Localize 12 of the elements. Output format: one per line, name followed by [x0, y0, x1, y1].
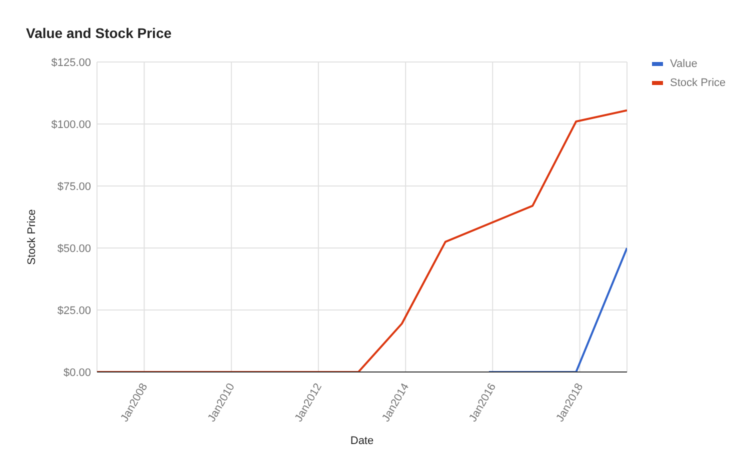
legend-label: Value [670, 58, 698, 70]
y-tick-label: $125.00 [51, 56, 91, 69]
legend-label: Stock Price [670, 76, 726, 88]
y-tick-label: $75.00 [57, 180, 91, 193]
y-tick-label: $25.00 [57, 304, 91, 317]
chart-title: Value and Stock Price [26, 25, 172, 41]
line-series [97, 109, 627, 372]
y-tick-label: $50.00 [57, 242, 91, 255]
x-axis-title: Date [350, 435, 374, 447]
y-axis-title: Stock Price [26, 209, 38, 265]
y-tick-label: $100.00 [51, 118, 91, 131]
y-tick-label: $0.00 [63, 366, 91, 379]
